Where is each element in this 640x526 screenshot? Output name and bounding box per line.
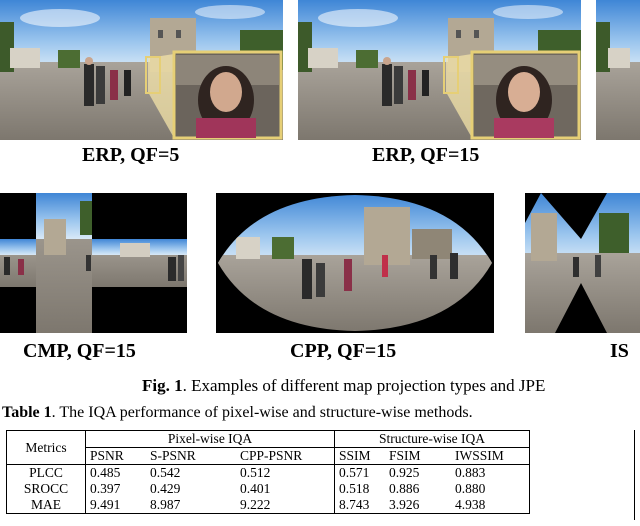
table-cell: 0.397 (90, 481, 121, 496)
metrics-header: Metrics (6, 430, 86, 465)
table-column-header-row: PSNR S-PSNR CPP-PSNR SSIM FSIM IWSSIM (7, 447, 530, 465)
table-row: MAE 9.491 8.987 9.222 8.743 3.926 4.938 (6, 497, 530, 514)
isp-image (525, 193, 640, 333)
table-cell: 0.512 (236, 464, 335, 481)
label-erp-qf15: ERP, QF=15 (372, 144, 480, 166)
figure-caption-text: . Examples of different map projection t… (182, 376, 546, 395)
erp-partial-image (596, 0, 640, 140)
table-row: PLCC 0.485 0.542 0.512 0.571 0.925 0.883 (6, 464, 530, 481)
table-cell: 0.571 (339, 465, 370, 480)
figure-caption-prefix: Fig. 1 (142, 376, 183, 395)
table-cell: 8.987 (146, 497, 236, 514)
table-cell: 4.938 (451, 497, 530, 514)
table-cell: 0.429 (150, 481, 181, 496)
table-cell: 9.222 (236, 497, 335, 514)
col-header: PSNR (85, 447, 146, 465)
label-cpp-qf15: CPP, QF=15 (290, 340, 397, 362)
erp-qf5-image (0, 0, 283, 140)
table-caption-prefix: Table 1 (2, 404, 52, 421)
col-header: CPP-PSNR (236, 447, 335, 465)
table-group-header-row: Metrics Pixel-wise IQA Structure-wise IQ… (6, 430, 530, 465)
table-cell: 0.883 (451, 464, 530, 481)
label-cmp-qf15: CMP, QF=15 (23, 340, 136, 362)
label-erp-qf5: ERP, QF=5 (82, 144, 180, 166)
group-pixel-wise: Pixel-wise IQA (85, 430, 335, 448)
col-header: FSIM (385, 447, 451, 465)
erp-qf15-image (298, 0, 581, 140)
table-cell: 8.743 (334, 497, 385, 514)
group-structure-wise: Structure-wise IQA (334, 430, 530, 448)
figure-caption: Fig. 1. Examples of different map projec… (142, 376, 545, 396)
row-label: PLCC (6, 464, 86, 481)
col-header: IWSSIM (451, 447, 530, 465)
cpp-image (216, 193, 494, 333)
label-is-partial: IS (610, 340, 629, 362)
partial-table-edge (634, 430, 635, 520)
table-cell: 9.491 (85, 497, 146, 514)
table-cell: 0.542 (150, 465, 181, 480)
col-header: SSIM (334, 447, 385, 465)
table-cell: 0.925 (389, 465, 420, 480)
table-cell: 3.926 (385, 497, 451, 514)
table-cell: 0.401 (236, 481, 335, 497)
results-table: Metrics Pixel-wise IQA Structure-wise IQ… (6, 430, 530, 514)
table-row: SROCC 0.397 0.429 0.401 0.518 0.886 0.88… (6, 481, 530, 497)
table-cell: 0.880 (451, 481, 530, 497)
col-header: S-PSNR (146, 447, 236, 465)
table-cell: 0.485 (90, 465, 121, 480)
table-cell: 0.518 (339, 481, 370, 496)
row-label: MAE (6, 497, 86, 514)
table-cell: 0.886 (389, 481, 420, 496)
table-caption-text: . The IQA performance of pixel-wise and … (51, 404, 473, 421)
table-caption: Table 1. The IQA performance of pixel-wi… (2, 404, 473, 422)
results-table-wrapper: Metrics Pixel-wise IQA Structure-wise IQ… (6, 430, 530, 514)
cmp-image (0, 193, 187, 333)
row-label: SROCC (6, 481, 86, 497)
